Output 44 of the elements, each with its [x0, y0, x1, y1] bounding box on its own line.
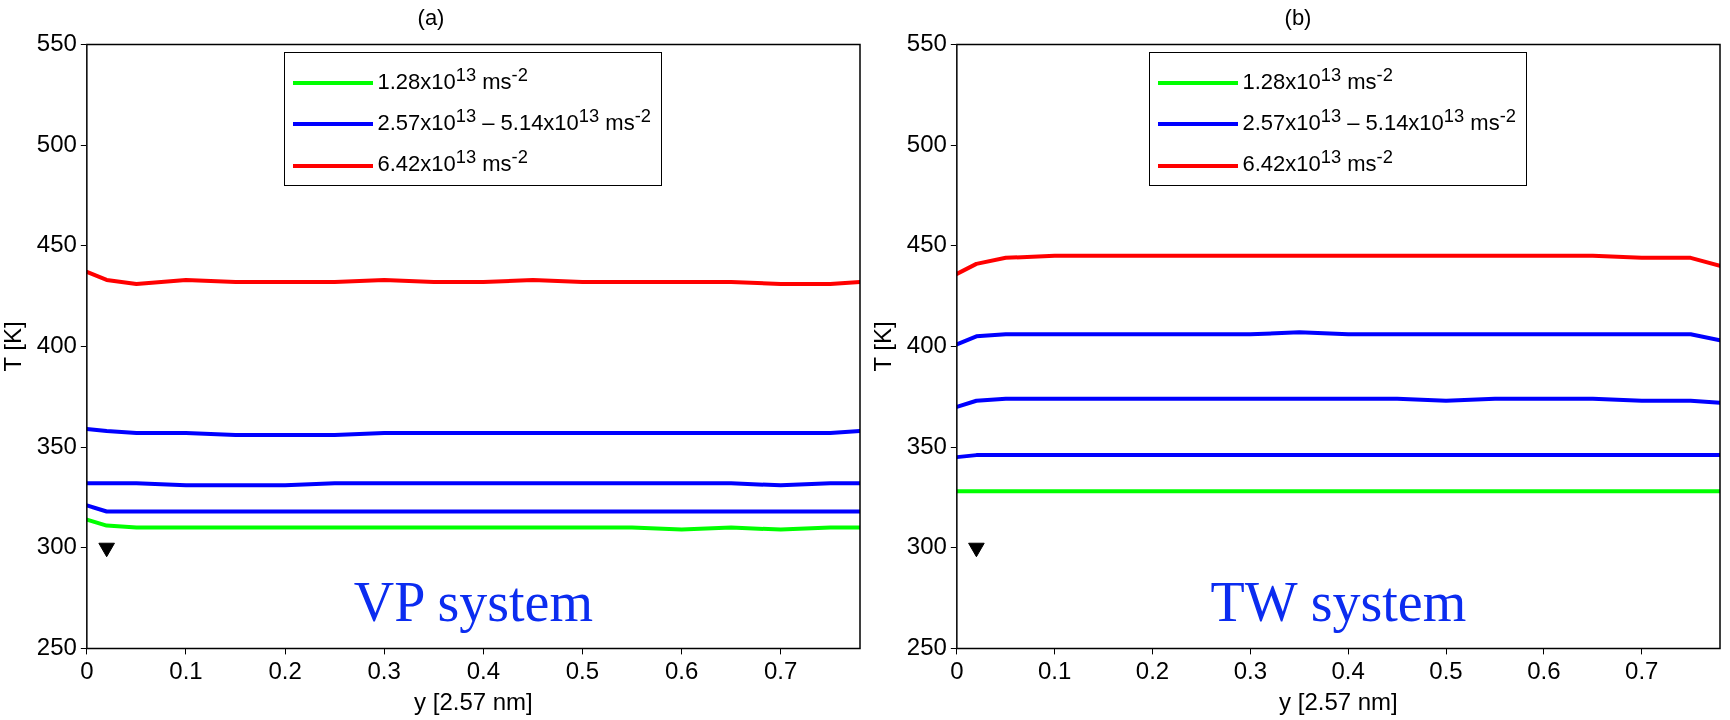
annotation: VP system — [353, 570, 593, 635]
x-tick-label: 0.2 — [268, 657, 302, 685]
x-tick-label: 0.1 — [169, 657, 203, 685]
x-tick-label: 0 — [80, 657, 94, 685]
y-axis-title: T [K] — [0, 321, 27, 372]
chart-title: (b) — [1284, 5, 1312, 31]
x-axis-title: y [2.57 nm] — [414, 688, 533, 716]
x-tick-label: 0.5 — [565, 657, 600, 685]
y-tick-label: 500 — [906, 129, 947, 157]
x-tick-label: 0.3 — [1233, 657, 1268, 685]
legend-label: 2.57x10$^{13}$ – 5.14x10$^{13}$ ms$^{-2}$ — [377, 104, 651, 136]
chart-title: (a) — [417, 5, 445, 31]
y-tick-label: 350 — [36, 431, 77, 459]
y-tick-label: 400 — [906, 331, 947, 359]
y-axis-title: T [K] — [869, 321, 897, 372]
y-tick-label: 300 — [906, 532, 947, 560]
legend-label: 6.42x10$^{13}$ ms$^{-2}$ — [1242, 146, 1393, 177]
x-tick-label: 0.6 — [664, 657, 699, 685]
legend-label: 2.57x10$^{13}$ – 5.14x10$^{13}$ ms$^{-2}$ — [1242, 104, 1516, 136]
x-tick-label: 0.1 — [1038, 657, 1072, 685]
y-tick-label: 250 — [906, 633, 947, 661]
y-tick-label: 250 — [36, 633, 77, 661]
legend-label: 1.28x10$^{13}$ ms$^{-2}$ — [377, 63, 528, 94]
y-tick-label: 450 — [36, 230, 77, 258]
y-tick-label: 400 — [36, 331, 77, 359]
y-tick-label: 350 — [906, 431, 947, 459]
x-tick-label: 0.3 — [367, 657, 401, 685]
x-tick-label: 0.2 — [1135, 657, 1170, 685]
x-tick-label: 0.7 — [764, 657, 798, 685]
x-tick-label: 0.7 — [1625, 657, 1659, 685]
y-tick-label: 550 — [36, 29, 77, 57]
legend-label: 6.42x10$^{13}$ ms$^{-2}$ — [377, 146, 528, 177]
x-tick-label: 0.5 — [1429, 657, 1463, 685]
y-tick-label: 450 — [906, 230, 947, 258]
y-tick-label: 300 — [36, 532, 77, 560]
x-axis-title: y [2.57 nm] — [1279, 688, 1398, 716]
annotation: TW system — [1210, 570, 1467, 635]
y-tick-label: 500 — [36, 129, 77, 157]
legend-label: 1.28x10$^{13}$ ms$^{-2}$ — [1242, 63, 1393, 94]
x-tick-label: 0 — [950, 657, 964, 685]
x-tick-label: 0.6 — [1527, 657, 1561, 685]
y-tick-label: 550 — [906, 29, 947, 57]
x-tick-label: 0.4 — [1331, 657, 1365, 685]
x-tick-label: 0.4 — [466, 657, 501, 685]
